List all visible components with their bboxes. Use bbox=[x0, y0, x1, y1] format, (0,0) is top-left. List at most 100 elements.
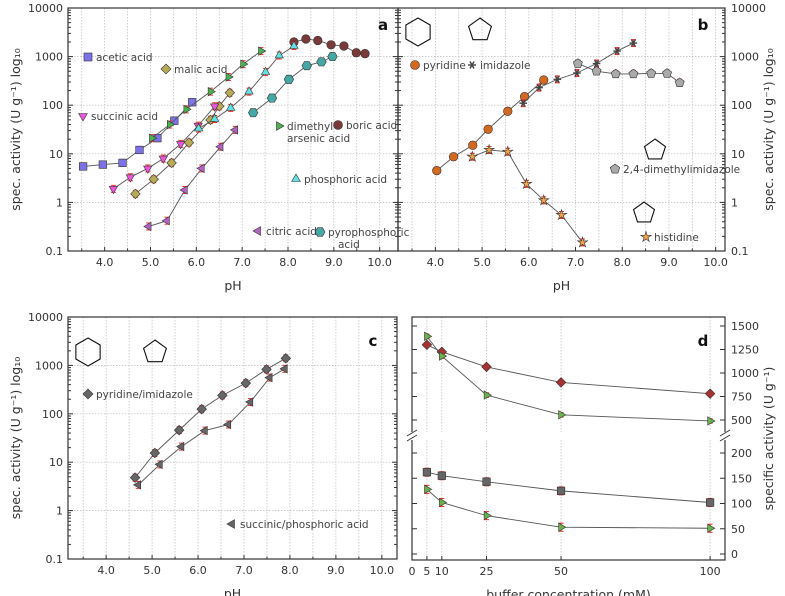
x-axis-label: pH bbox=[224, 586, 241, 596]
x-tick-label: 8.0 bbox=[281, 564, 299, 577]
x-tick-label: 4.0 bbox=[427, 256, 445, 269]
series-line bbox=[426, 336, 711, 422]
legend-label: dimethyl- bbox=[287, 121, 337, 133]
data-point bbox=[222, 419, 232, 430]
data-point bbox=[154, 459, 163, 470]
data-point bbox=[196, 163, 205, 174]
data-point bbox=[483, 143, 496, 156]
data-point bbox=[705, 498, 715, 507]
legend-marker bbox=[410, 60, 420, 70]
series-line bbox=[472, 149, 583, 243]
data-point bbox=[539, 75, 549, 85]
y-tick-label: 1 bbox=[56, 505, 63, 518]
y-tick-label: 200 bbox=[731, 447, 752, 460]
pyridine-structure-icon bbox=[75, 337, 101, 367]
x-tick-label: 6.0 bbox=[188, 256, 206, 269]
x-axis-label: pH bbox=[224, 278, 241, 293]
plot-frame bbox=[67, 316, 398, 560]
data-point bbox=[503, 106, 513, 116]
x-tick-label: 9.0 bbox=[660, 256, 678, 269]
data-point bbox=[274, 50, 284, 59]
data-point bbox=[148, 173, 159, 185]
series-pyridine bbox=[432, 75, 549, 176]
series-imidazole bbox=[519, 39, 638, 108]
data-point bbox=[613, 47, 621, 55]
legend-marker bbox=[314, 227, 326, 237]
data-point bbox=[662, 68, 672, 78]
x-tick-label: 9.0 bbox=[327, 564, 345, 577]
data-point bbox=[209, 103, 220, 112]
data-point bbox=[226, 102, 236, 111]
data-point bbox=[125, 174, 136, 183]
data-point bbox=[183, 137, 195, 148]
data-point bbox=[283, 74, 295, 84]
series-succinic-phosphoric-acid bbox=[132, 364, 288, 490]
x-tick-label: 7.0 bbox=[567, 256, 585, 269]
data-point bbox=[439, 351, 448, 361]
data-point bbox=[118, 158, 127, 167]
y-tick-label: 10000 bbox=[731, 2, 766, 15]
x-tick-label: 5 bbox=[423, 565, 430, 578]
legend-marker bbox=[333, 120, 343, 130]
series-pyridine-imidazole bbox=[129, 353, 292, 483]
data-point bbox=[301, 61, 312, 71]
legend-marker bbox=[291, 173, 301, 182]
y-tick-label: 1000 bbox=[35, 359, 63, 372]
x-tick-label: 25 bbox=[480, 565, 494, 578]
marker-stroke bbox=[574, 69, 580, 77]
data-point bbox=[704, 388, 716, 399]
data-point bbox=[248, 108, 259, 118]
data-point bbox=[158, 155, 169, 164]
data-point bbox=[217, 390, 228, 401]
data-point bbox=[537, 194, 550, 206]
data-point bbox=[264, 372, 273, 383]
data-point bbox=[129, 472, 141, 483]
legend-label: histidine bbox=[654, 232, 699, 244]
data-point bbox=[339, 41, 349, 51]
x-tick-label: 7.0 bbox=[235, 564, 253, 577]
data-point bbox=[143, 165, 153, 174]
x-tick-label: 5.0 bbox=[473, 256, 491, 269]
marker-stroke bbox=[594, 59, 600, 68]
y-tick-label: 50 bbox=[731, 523, 745, 536]
series-d-1 bbox=[424, 331, 716, 426]
data-point bbox=[176, 141, 186, 150]
data-point bbox=[555, 377, 567, 388]
data-point bbox=[173, 424, 185, 436]
data-point bbox=[572, 58, 583, 68]
pyridine-structure-icon bbox=[405, 17, 431, 47]
imidazole-structure-icon bbox=[467, 17, 493, 41]
legend-marker bbox=[276, 121, 285, 131]
series-citric-acid bbox=[143, 125, 238, 232]
x-axis-label: pH bbox=[553, 278, 570, 293]
imidazole-structure-icon bbox=[142, 339, 168, 363]
y-tick-label: 750 bbox=[731, 391, 752, 404]
data-point bbox=[437, 471, 446, 480]
data-point bbox=[149, 447, 161, 459]
x-tick-label: 4.0 bbox=[97, 564, 115, 577]
data-point bbox=[424, 331, 433, 342]
data-point bbox=[591, 66, 602, 76]
data-point bbox=[161, 216, 170, 226]
series-acetic-acid bbox=[79, 98, 197, 171]
marker-stroke bbox=[630, 39, 636, 47]
marker-stroke bbox=[614, 47, 620, 55]
legend-label: boric acid bbox=[346, 120, 397, 132]
x-tick-label: 6.0 bbox=[520, 256, 538, 269]
data-point bbox=[240, 377, 252, 389]
data-point bbox=[183, 104, 192, 115]
data-point bbox=[79, 162, 88, 171]
y-tick-label: 100 bbox=[42, 99, 63, 112]
data-point bbox=[610, 68, 621, 79]
x-tick-label: 10.0 bbox=[370, 564, 395, 577]
marker-stroke bbox=[469, 61, 475, 69]
data-point bbox=[149, 133, 158, 143]
data-point bbox=[520, 177, 533, 190]
series-histidine bbox=[466, 143, 589, 248]
series-line bbox=[137, 368, 286, 486]
legend-marker bbox=[82, 388, 94, 400]
legend-label: 2,4-dimethylimidazole bbox=[623, 164, 740, 176]
x-tick-label: 50 bbox=[554, 565, 568, 578]
marker-stroke bbox=[520, 99, 526, 107]
